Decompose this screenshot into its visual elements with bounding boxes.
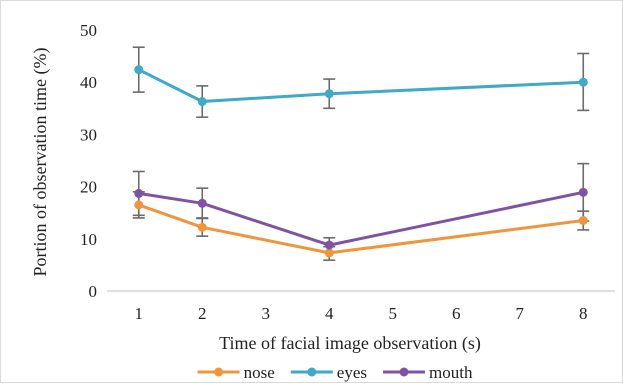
x-tick-label: 4: [325, 304, 334, 323]
legend-swatch-marker: [399, 367, 409, 377]
legend-label: nose: [244, 363, 275, 382]
data-point-eyes: [197, 97, 207, 107]
legend-label: mouth: [429, 363, 473, 382]
data-point-eyes: [324, 89, 334, 99]
data-point-eyes: [134, 65, 144, 75]
data-point-nose: [324, 248, 334, 258]
y-tick-label: 10: [80, 230, 97, 249]
series-line-mouth: [137, 190, 585, 247]
series-line-nose: [137, 203, 585, 255]
x-tick-label: 1: [135, 304, 144, 323]
x-tick-label: 8: [579, 304, 588, 323]
y-tick-label: 20: [80, 178, 97, 197]
data-point-nose: [197, 222, 207, 232]
axes: 0 10 20 30 40 50 1 2 3 4 5 6 7 8: [80, 21, 615, 323]
legend-label: eyes: [337, 363, 367, 382]
x-tick-label: 5: [389, 304, 398, 323]
x-tick-label: 2: [198, 304, 207, 323]
x-axis-title: Time of facial image observation (s): [219, 333, 481, 354]
legend-item-mouth: mouth: [383, 363, 473, 382]
y-tick-label: 30: [80, 125, 97, 144]
legend-item-eyes: eyes: [290, 363, 367, 382]
data-point-eyes: [578, 77, 588, 87]
data-point-mouth: [134, 188, 144, 198]
series-markers: [134, 65, 588, 258]
data-point-mouth: [197, 198, 207, 208]
x-tick-label: 3: [262, 304, 271, 323]
x-tick-label: 7: [516, 304, 525, 323]
y-axis-title: Portion of observation time (%): [30, 48, 51, 277]
x-tick-label: 6: [452, 304, 461, 323]
data-point-mouth: [578, 187, 588, 197]
data-point-nose: [578, 216, 588, 226]
legend-swatch-marker: [214, 367, 224, 377]
data-point-mouth: [324, 240, 334, 250]
legend: nose eyes mouth: [197, 363, 473, 382]
series-lines: [137, 68, 585, 255]
y-tick-label: 40: [80, 73, 97, 92]
legend-item-nose: nose: [197, 363, 275, 382]
y-tick-label: 50: [80, 21, 97, 40]
legend-swatch-marker: [307, 367, 317, 377]
y-tick-label: 0: [89, 282, 98, 301]
data-point-nose: [134, 200, 144, 210]
series-line-eyes: [137, 68, 585, 103]
